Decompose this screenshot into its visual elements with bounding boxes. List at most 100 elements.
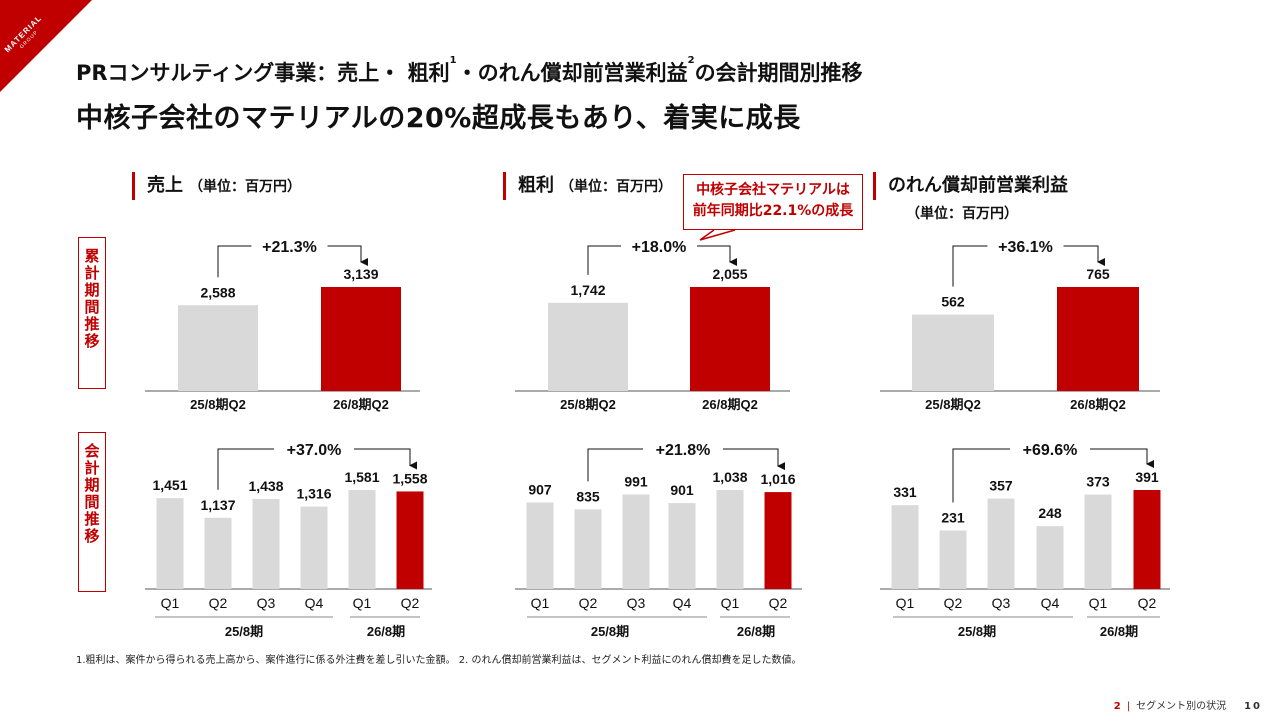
bar <box>252 498 280 589</box>
section-title: 売上 <box>147 175 183 196</box>
title-part-a: PRコンサルティング事業：売上・ 粗利 <box>76 61 450 85</box>
callout-line-1: 中核子会社マテリアルは <box>696 182 850 198</box>
title-part-b: ・のれん償却前営業利益 <box>456 61 688 85</box>
group-label: 25/8期 <box>591 624 629 639</box>
page-footer: 2 | セグメント別の状況 10 <box>1114 697 1262 712</box>
group-label: 25/8期 <box>958 624 996 639</box>
bar <box>548 302 628 391</box>
corner-banner <box>0 0 92 92</box>
data-label: 1,581 <box>344 469 379 485</box>
data-label: 231 <box>941 510 965 526</box>
bar <box>396 491 424 589</box>
growth-label: +18.0% <box>632 239 687 256</box>
x-tick-label: Q4 <box>305 595 324 611</box>
x-tick-label: Q4 <box>1041 595 1060 611</box>
growth-bracket-left <box>952 448 1010 503</box>
data-label: 562 <box>941 294 965 310</box>
callout-tail <box>699 229 736 241</box>
growth-bracket-left <box>217 448 274 490</box>
x-tick-label: Q2 <box>944 595 963 611</box>
x-tick-label: Q1 <box>1089 595 1108 611</box>
row-label-quarterly: 会 計 期 間 推 移 <box>78 432 106 592</box>
bar <box>891 505 919 589</box>
footnote-ref-1: 1 <box>449 55 457 66</box>
bar <box>178 305 258 391</box>
data-label: 331 <box>893 484 917 500</box>
callout-line-2: 前年同期比22.1%の成長 <box>692 203 854 219</box>
growth-label: +69.6% <box>1023 442 1078 459</box>
bar <box>321 287 401 391</box>
row-label-char: 間 <box>84 298 100 316</box>
x-tick-label: Q2 <box>769 595 788 611</box>
callout-box: 中核子会社マテリアルは 前年同期比22.1%の成長 <box>683 174 863 230</box>
page-number: 10 <box>1244 701 1262 712</box>
row-label-char: 期 <box>84 476 100 494</box>
row-label-char: 移 <box>84 527 100 545</box>
x-tick-label: 25/8期Q2 <box>925 397 981 412</box>
x-tick-label: Q1 <box>161 595 180 611</box>
row-label-cumulative: 累 計 期 間 推 移 <box>78 237 106 389</box>
x-tick-label: 25/8期Q2 <box>560 397 616 412</box>
growth-label: +37.0% <box>287 442 342 459</box>
x-tick-label: Q3 <box>257 595 276 611</box>
page-headline: 中核子会社のマテリアルの20%超成長もあり、着実に成長 <box>76 103 801 134</box>
row-label-char: 間 <box>84 493 100 511</box>
x-tick-label: Q2 <box>209 595 228 611</box>
data-label: 3,139 <box>343 266 378 282</box>
section-title: のれん償却前営業利益 <box>888 175 1068 196</box>
data-label: 835 <box>576 488 600 504</box>
x-tick-label: Q4 <box>673 595 692 611</box>
data-label: 901 <box>670 482 694 498</box>
data-label: 765 <box>1086 266 1110 282</box>
x-tick-label: Q1 <box>896 595 915 611</box>
group-label: 26/8期 <box>367 624 405 639</box>
group-label: 25/8期 <box>225 624 263 639</box>
bar <box>912 314 994 391</box>
row-label-char: 期 <box>84 281 100 299</box>
data-label: 248 <box>1038 505 1062 521</box>
bar <box>764 492 792 589</box>
bar <box>1036 526 1064 589</box>
growth-bracket-right <box>723 448 785 471</box>
x-tick-label: Q3 <box>627 595 646 611</box>
growth-bracket-right <box>354 448 417 470</box>
bar <box>348 490 376 589</box>
footnote-ref-2: 2 <box>687 55 695 66</box>
data-label: 1,016 <box>760 471 795 487</box>
row-label-char: 移 <box>84 332 100 350</box>
growth-bracket-right <box>1063 245 1105 266</box>
data-label: 1,038 <box>712 469 747 485</box>
bar <box>1057 287 1139 391</box>
section-unit: （単位：百万円） <box>189 179 301 195</box>
data-label: 357 <box>989 478 1013 494</box>
footer-separator: | <box>1126 701 1131 712</box>
bar <box>204 517 232 589</box>
row-label-char: 累 <box>84 247 100 265</box>
bar <box>1084 494 1112 589</box>
section-title: 粗利 <box>518 175 554 196</box>
data-label: 1,451 <box>152 477 187 493</box>
growth-bracket-left <box>952 245 988 287</box>
section-header-operating-profit: のれん償却前営業利益 <box>873 172 1068 200</box>
row-label-char: 計 <box>84 459 100 477</box>
data-label: 907 <box>528 481 552 497</box>
bar <box>1133 490 1161 589</box>
section-number: 2 <box>1113 701 1121 712</box>
x-tick-label: Q3 <box>992 595 1011 611</box>
data-label: 1,438 <box>248 478 283 494</box>
data-label: 2,055 <box>712 266 747 282</box>
section-header-sales: 売上 （単位：百万円） <box>132 172 301 200</box>
x-tick-label: Q2 <box>401 595 420 611</box>
x-tick-label: Q1 <box>531 595 550 611</box>
row-label-char: 推 <box>84 315 100 333</box>
data-label: 1,742 <box>570 282 605 298</box>
growth-bracket-right <box>697 245 737 266</box>
bar <box>939 530 967 589</box>
section-unit: （単位：百万円） <box>560 179 672 195</box>
section-header-gross-profit: 粗利 （単位：百万円） <box>503 172 672 200</box>
bar <box>574 509 602 589</box>
data-label: 991 <box>624 473 648 489</box>
row-label-char: 推 <box>84 510 100 528</box>
section-unit: （単位：百万円） <box>906 206 1018 222</box>
